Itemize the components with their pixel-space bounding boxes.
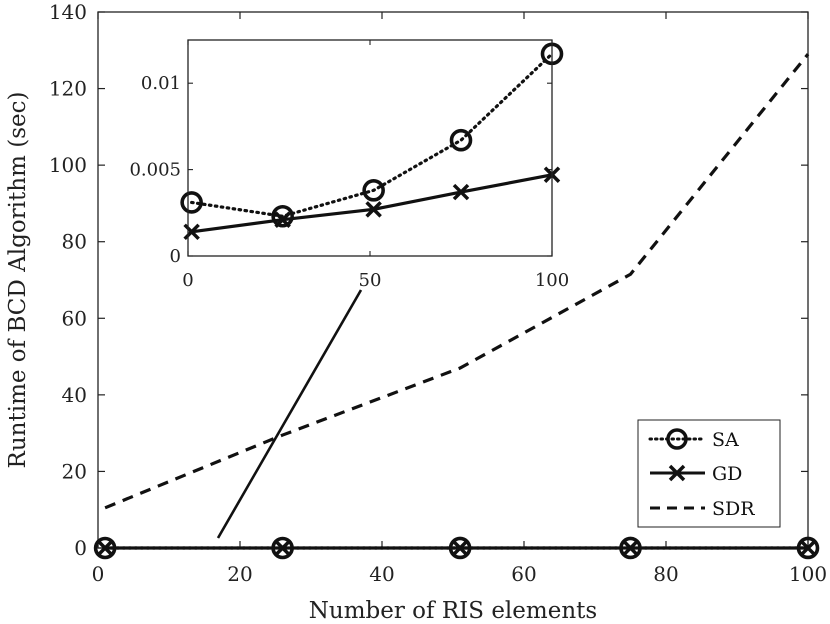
inset-sa-marker (362, 179, 385, 202)
x-tick-label: 60 (511, 562, 536, 586)
legend-gd-label: GD (712, 463, 742, 485)
inset-sa-marker (180, 191, 203, 214)
inset-gd-marker (183, 223, 200, 241)
main-sa-marker (619, 536, 642, 560)
legend-entry-sdr: SDR (650, 498, 755, 520)
y-tick-label: 140 (49, 0, 87, 24)
inset-sa-marker (449, 128, 473, 152)
inset-x-tick-label: 100 (535, 270, 569, 291)
main-sa-marker (796, 536, 820, 560)
y-tick-label: 120 (49, 77, 87, 101)
x-tick-label: 0 (92, 562, 105, 586)
inset-axes-box (187, 39, 553, 257)
inset-connector-line (216, 289, 363, 539)
legend-sdr-label: SDR (712, 498, 755, 520)
main-gd-marker (274, 539, 291, 557)
legend-sa-marker (666, 428, 688, 450)
legend: SA GD SDR (637, 419, 781, 528)
legend-entry-gd: GD (650, 463, 742, 485)
inset-sa-line (190, 52, 554, 218)
inset-x-tick-label: 50 (359, 270, 382, 291)
legend-sa-label: SA (712, 429, 739, 451)
main-sa-marker (448, 536, 472, 560)
y-tick-label: 40 (62, 383, 87, 407)
x-tick-label: 100 (789, 562, 827, 586)
inset-gd-marker (452, 183, 470, 201)
legend-entry-sa: SA (648, 428, 739, 451)
inset-background (188, 40, 552, 256)
main-gd-marker (622, 539, 639, 557)
inset-ticks: 0 50 100 0 0.005 0.01 (129, 40, 569, 291)
x-tick-label: 40 (369, 562, 394, 586)
inset-y-tick-label: 0 (170, 246, 181, 267)
y-tick-label: 20 (62, 459, 87, 483)
y-axis-title: Runtime of BCD Algorithm (sec) (5, 92, 31, 469)
main-sa-marker (271, 536, 294, 560)
x-axis-title: Number of RIS elements (309, 598, 597, 624)
inset-y-tick-label: 0.005 (129, 160, 181, 181)
inset-gd-marker (365, 201, 382, 218)
inset-sa-marker (271, 204, 294, 228)
main-ticks: 0 20 40 60 80 100 0 20 40 60 80 100 120 140 (49, 0, 827, 586)
y-tick-label: 100 (49, 153, 87, 177)
y-tick-label: 0 (74, 536, 87, 560)
y-tick-label: 60 (62, 306, 87, 330)
inset-y-tick-label: 0.01 (141, 73, 181, 94)
main-sdr-line (104, 53, 810, 510)
legend-gd-marker (668, 464, 686, 482)
main-series (93, 53, 820, 560)
main-sa-marker (93, 536, 117, 560)
x-tick-label: 80 (653, 562, 678, 586)
y-tick-label: 80 (62, 230, 87, 254)
x-tick-label: 20 (227, 562, 252, 586)
inset-x-tick-label: 0 (182, 270, 193, 291)
